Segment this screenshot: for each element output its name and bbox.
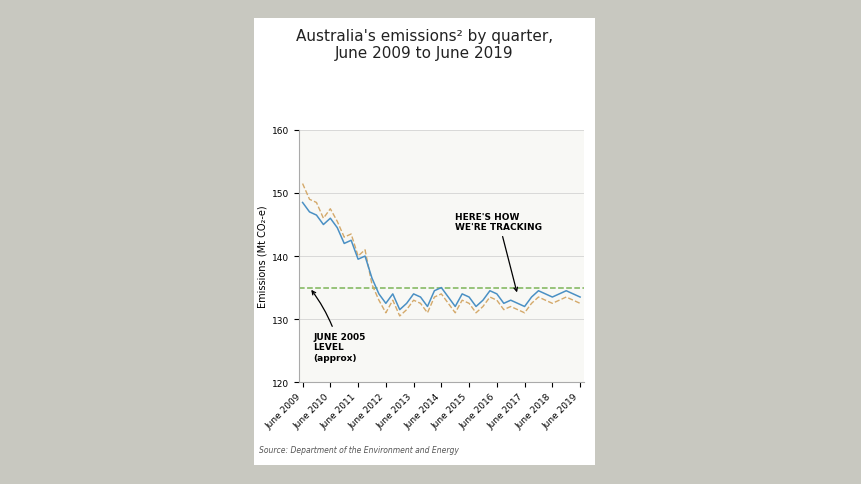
Seasonally adjusted and weather normalised	[422, 304, 432, 310]
Y-axis label: Emissions (Mt CO₂-e): Emissions (Mt CO₂-e)	[257, 205, 268, 308]
Line: Seasonally adjusted and weather normalised: Seasonally adjusted and weather normalis…	[302, 203, 579, 310]
Seasonally adjusted and weather normalised	[498, 301, 508, 307]
Unadjusted emissions	[561, 294, 571, 300]
Seasonally adjusted and weather normalised	[456, 291, 467, 297]
Seasonally adjusted and weather normalised	[512, 301, 523, 307]
Seasonally adjusted and weather normalised	[470, 304, 480, 310]
Unadjusted emissions	[470, 310, 480, 316]
Unadjusted emissions	[415, 301, 425, 307]
Unadjusted emissions	[304, 197, 314, 203]
Unadjusted emissions	[325, 206, 335, 212]
Seasonally adjusted and weather normalised	[484, 288, 494, 294]
Unadjusted emissions	[359, 247, 369, 253]
Unadjusted emissions	[381, 310, 391, 316]
Seasonally adjusted and weather normalised	[540, 291, 550, 297]
Unadjusted emissions	[422, 310, 432, 316]
Unadjusted emissions	[394, 313, 405, 319]
Seasonally adjusted and weather normalised	[387, 291, 398, 297]
Text: HERE'S HOW
WE'RE TRACKING: HERE'S HOW WE'RE TRACKING	[455, 212, 542, 291]
Unadjusted emissions	[574, 301, 585, 307]
Unadjusted emissions	[547, 301, 557, 307]
Seasonally adjusted and weather normalised	[331, 225, 342, 231]
Seasonally adjusted and weather normalised	[561, 288, 571, 294]
Unadjusted emissions	[345, 231, 356, 237]
Unadjusted emissions	[297, 181, 307, 187]
Seasonally adjusted and weather normalised	[401, 301, 412, 307]
Text: Australia's emissions² by quarter,
June 2009 to June 2019: Australia's emissions² by quarter, June …	[295, 29, 553, 61]
Unadjusted emissions	[374, 298, 384, 303]
Seasonally adjusted and weather normalised	[519, 304, 530, 310]
Seasonally adjusted and weather normalised	[345, 238, 356, 243]
Unadjusted emissions	[505, 304, 515, 310]
Unadjusted emissions	[526, 301, 536, 307]
Seasonally adjusted and weather normalised	[325, 216, 335, 222]
Seasonally adjusted and weather normalised	[394, 307, 405, 313]
Seasonally adjusted and weather normalised	[374, 291, 384, 297]
Unadjusted emissions	[540, 298, 550, 303]
Seasonally adjusted and weather normalised	[505, 298, 515, 303]
Seasonally adjusted and weather normalised	[443, 294, 453, 300]
Seasonally adjusted and weather normalised	[574, 294, 585, 300]
Unadjusted emissions	[491, 298, 501, 303]
Seasonally adjusted and weather normalised	[318, 222, 328, 228]
Unadjusted emissions	[401, 307, 412, 313]
Unadjusted emissions	[484, 294, 494, 300]
Unadjusted emissions	[554, 298, 564, 303]
Seasonally adjusted and weather normalised	[359, 254, 369, 259]
Seasonally adjusted and weather normalised	[338, 241, 349, 247]
Unadjusted emissions	[456, 298, 467, 303]
Unadjusted emissions	[449, 310, 460, 316]
Unadjusted emissions	[367, 282, 377, 287]
Seasonally adjusted and weather normalised	[381, 301, 391, 307]
Seasonally adjusted and weather normalised	[491, 291, 501, 297]
Unadjusted emissions	[311, 200, 321, 206]
Seasonally adjusted and weather normalised	[415, 294, 425, 300]
Seasonally adjusted and weather normalised	[554, 291, 564, 297]
Unadjusted emissions	[498, 307, 508, 313]
Unadjusted emissions	[338, 235, 349, 241]
Seasonally adjusted and weather normalised	[311, 212, 321, 218]
Text: JUNE 2005
LEVEL
(approx): JUNE 2005 LEVEL (approx)	[312, 291, 365, 362]
Unadjusted emissions	[331, 219, 342, 225]
Seasonally adjusted and weather normalised	[449, 304, 460, 310]
Seasonally adjusted and weather normalised	[367, 275, 377, 281]
Seasonally adjusted and weather normalised	[477, 298, 487, 303]
Seasonally adjusted and weather normalised	[436, 285, 446, 291]
Unadjusted emissions	[436, 291, 446, 297]
Seasonally adjusted and weather normalised	[463, 294, 474, 300]
Seasonally adjusted and weather normalised	[547, 294, 557, 300]
Unadjusted emissions	[533, 294, 543, 300]
Unadjusted emissions	[512, 307, 523, 313]
Seasonally adjusted and weather normalised	[533, 288, 543, 294]
Seasonally adjusted and weather normalised	[567, 291, 578, 297]
Seasonally adjusted and weather normalised	[352, 257, 362, 262]
Unadjusted emissions	[443, 301, 453, 307]
Unadjusted emissions	[519, 310, 530, 316]
Unadjusted emissions	[477, 304, 487, 310]
Unadjusted emissions	[429, 294, 439, 300]
Line: Unadjusted emissions: Unadjusted emissions	[302, 184, 579, 316]
Text: Source: Department of the Environment and Energy: Source: Department of the Environment an…	[258, 446, 458, 454]
Unadjusted emissions	[463, 301, 474, 307]
Seasonally adjusted and weather normalised	[304, 210, 314, 215]
Seasonally adjusted and weather normalised	[526, 294, 536, 300]
Unadjusted emissions	[567, 298, 578, 303]
Seasonally adjusted and weather normalised	[408, 291, 418, 297]
Unadjusted emissions	[352, 254, 362, 259]
Unadjusted emissions	[387, 298, 398, 303]
Seasonally adjusted and weather normalised	[429, 288, 439, 294]
Unadjusted emissions	[408, 298, 418, 303]
Unadjusted emissions	[318, 216, 328, 222]
Seasonally adjusted and weather normalised	[297, 200, 307, 206]
